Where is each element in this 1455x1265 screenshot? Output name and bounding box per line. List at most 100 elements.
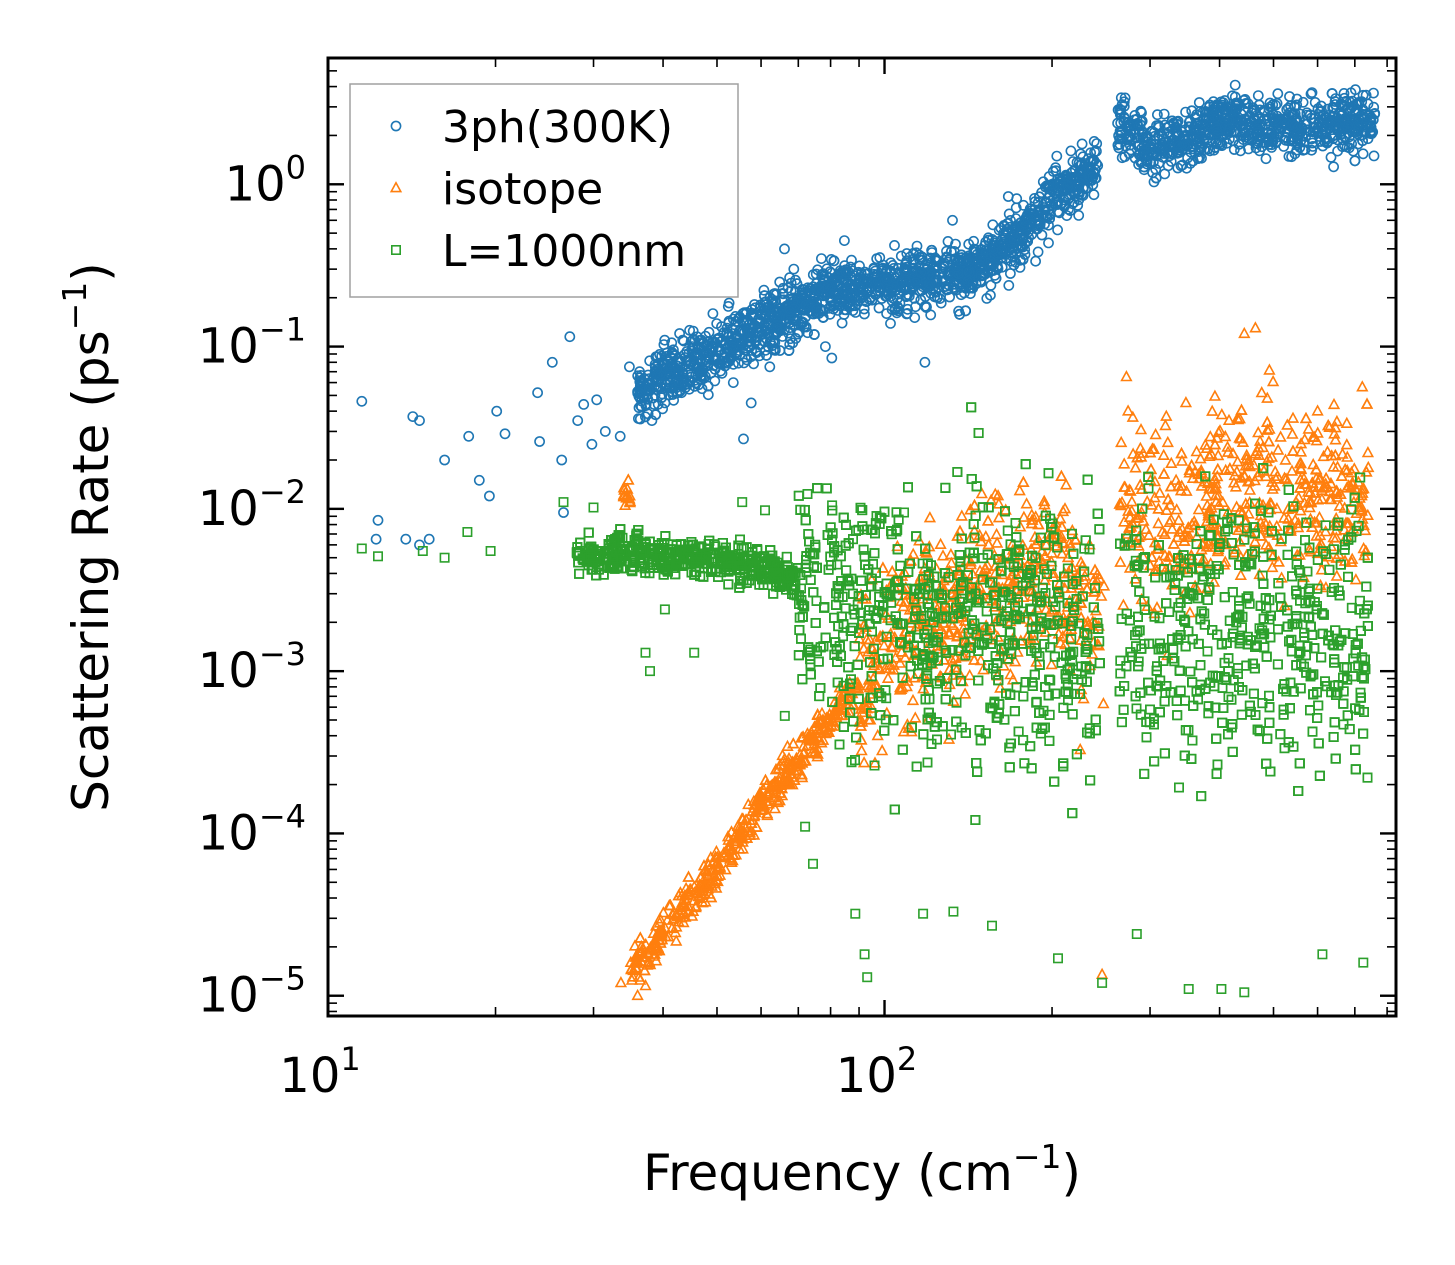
- circle-point: [774, 276, 786, 288]
- circle-point: [656, 377, 667, 389]
- circle-point: [651, 364, 663, 375]
- circle-point: [1230, 100, 1242, 112]
- triangle-point: [1219, 463, 1232, 476]
- circle-point: [723, 317, 735, 329]
- circle-point: [1154, 141, 1165, 152]
- circle-point: [1289, 108, 1301, 120]
- circle-point: [1209, 142, 1221, 153]
- triangle-point: [1302, 422, 1315, 434]
- circle-point: [975, 244, 986, 256]
- circle-point: [828, 289, 840, 300]
- circle-point: [1294, 108, 1306, 120]
- circle-point: [1050, 188, 1061, 200]
- circle-point: [1366, 128, 1377, 140]
- circle-point: [1019, 217, 1030, 229]
- circle-point: [1359, 125, 1371, 137]
- triangle-point: [1263, 422, 1276, 434]
- circle-point: [709, 375, 721, 387]
- circle-point: [1319, 120, 1331, 132]
- circle-point: [992, 263, 1004, 274]
- circle-point: [659, 358, 671, 369]
- circle-point: [745, 326, 756, 338]
- triangle-point: [1341, 450, 1354, 462]
- circle-point: [1017, 234, 1028, 246]
- circle-point: [1186, 105, 1198, 117]
- circle-point: [726, 323, 738, 335]
- circle-point: [1198, 143, 1210, 155]
- circle-point: [1158, 108, 1170, 120]
- circle-point: [1051, 150, 1063, 162]
- circle-point: [634, 387, 645, 399]
- circle-point: [1332, 134, 1344, 146]
- circle-point: [1210, 121, 1222, 133]
- circle-point: [722, 300, 734, 312]
- circle-point: [1044, 213, 1055, 224]
- circle-point: [930, 286, 942, 298]
- circle-point: [774, 325, 786, 337]
- circle-point: [1072, 199, 1084, 211]
- circle-point: [1141, 156, 1153, 167]
- circle-point: [1268, 113, 1280, 124]
- circle-point: [1001, 226, 1012, 237]
- circle-point: [811, 303, 823, 315]
- circle-point: [1357, 148, 1369, 160]
- circle-point: [839, 297, 851, 309]
- circle-point: [1233, 138, 1245, 150]
- circle-point: [1230, 119, 1242, 131]
- circle-point: [1297, 96, 1309, 108]
- circle-point: [1306, 87, 1318, 98]
- circle-point: [788, 263, 800, 275]
- circle-point: [828, 300, 839, 312]
- circle-point: [1305, 88, 1317, 100]
- circle-point: [1068, 196, 1080, 208]
- circle-point: [1262, 132, 1274, 144]
- circle-point: [659, 334, 671, 346]
- circle-point: [826, 352, 838, 364]
- circle-point: [1230, 114, 1242, 126]
- circle-point: [532, 387, 543, 399]
- circle-point: [885, 317, 896, 329]
- circle-point: [782, 282, 794, 294]
- circle-point: [1217, 107, 1229, 119]
- circle-point: [785, 333, 796, 345]
- triangle-point: [742, 797, 755, 810]
- circle-point: [808, 329, 820, 340]
- circle-point: [853, 274, 865, 285]
- circle-point: [1091, 158, 1102, 170]
- circle-point: [820, 341, 831, 352]
- circle-point: [1369, 108, 1381, 119]
- circle-point: [1047, 165, 1059, 177]
- circle-point: [819, 281, 830, 293]
- circle-point: [1119, 92, 1131, 104]
- circle-point: [687, 325, 699, 337]
- circle-point: [796, 296, 808, 308]
- circle-point: [702, 380, 714, 392]
- circle-point: [727, 377, 739, 388]
- circle-point: [846, 254, 857, 266]
- circle-point: [564, 331, 576, 343]
- circle-point: [873, 302, 885, 314]
- circle-point: [861, 296, 872, 307]
- circle-point: [758, 284, 770, 296]
- circle-point: [868, 263, 880, 275]
- circle-point: [439, 454, 450, 466]
- circle-point: [948, 278, 960, 290]
- circle-point: [463, 430, 475, 442]
- circle-point: [1356, 96, 1368, 108]
- triangle-point: [994, 681, 1007, 693]
- circle-point: [1243, 143, 1254, 155]
- triangle-point: [1279, 453, 1292, 465]
- triangle-point: [1248, 535, 1262, 547]
- circle-point: [810, 268, 822, 280]
- circle-point: [1180, 106, 1191, 118]
- circle-point: [653, 357, 664, 369]
- circle-point: [839, 235, 850, 246]
- circle-point: [1198, 112, 1210, 124]
- circle-point: [1289, 120, 1301, 132]
- circle-point: [1067, 172, 1079, 183]
- circle-point: [703, 353, 715, 364]
- circle-point: [892, 305, 904, 317]
- circle-point: [578, 398, 590, 410]
- circle-point: [1070, 164, 1081, 176]
- circle-point: [1289, 101, 1300, 112]
